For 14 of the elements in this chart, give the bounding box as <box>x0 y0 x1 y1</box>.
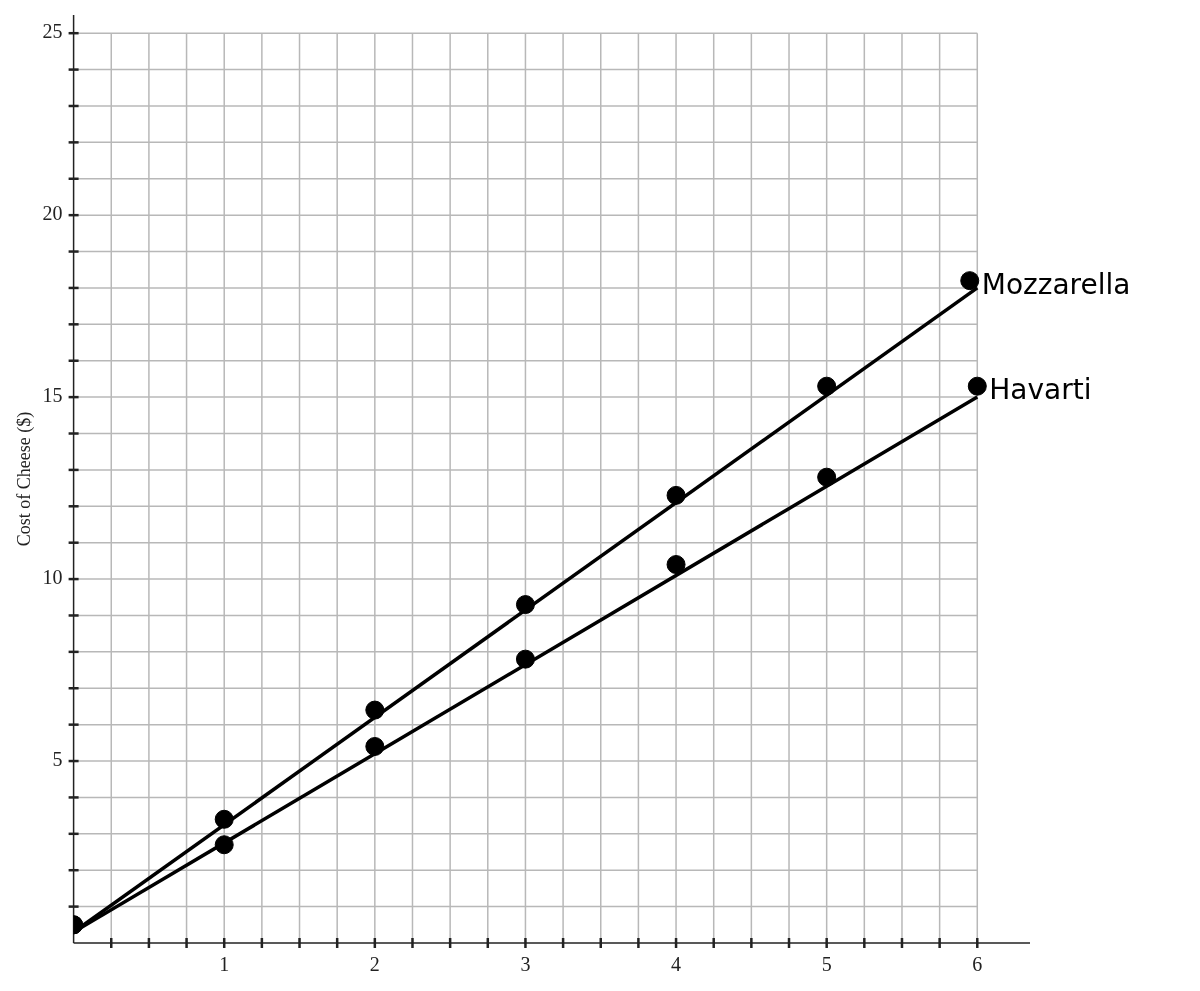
y-tick-label: 20 <box>42 202 63 225</box>
y-axis-title: Cost of Cheese ($) <box>13 411 35 547</box>
series-label: Havarti <box>989 373 1092 407</box>
x-tick-label: 3 <box>520 953 531 976</box>
y-tick-label: 5 <box>52 748 63 771</box>
y-tick-label: 10 <box>42 566 63 589</box>
x-tick-label: 2 <box>369 953 380 976</box>
series-label: Mozzarella <box>981 267 1131 301</box>
x-tick-label: 1 <box>219 953 230 976</box>
x-tick-label: 6 <box>972 953 983 976</box>
x-tick-label: 5 <box>821 953 832 976</box>
y-tick-label: 25 <box>42 20 63 43</box>
x-tick-label: 4 <box>671 953 682 976</box>
y-tick-label: 15 <box>42 384 63 407</box>
